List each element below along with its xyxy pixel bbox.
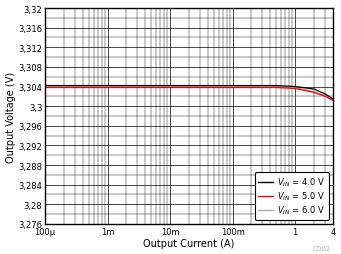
Text: C002: C002	[313, 245, 331, 251]
Legend: $V_{IN}$ = 4.0 V, $V_{IN}$ = 5.0 V, $V_{IN}$ = 6.0 V: $V_{IN}$ = 4.0 V, $V_{IN}$ = 5.0 V, $V_{…	[255, 172, 329, 220]
Y-axis label: Output Voltage (V): Output Voltage (V)	[5, 71, 16, 162]
X-axis label: Output Current (A): Output Current (A)	[143, 239, 235, 248]
